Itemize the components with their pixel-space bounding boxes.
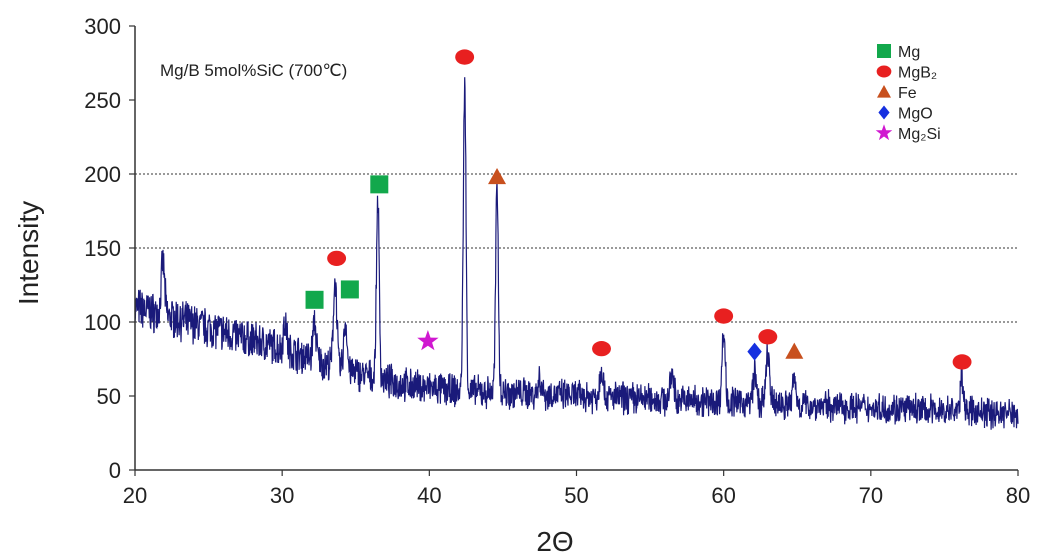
x-tick-label: 80	[1006, 483, 1030, 508]
legend-symbol-mg	[877, 44, 891, 58]
y-tick-label: 150	[84, 236, 121, 261]
y-axis-title: Intensity	[13, 201, 44, 305]
marker-mgb2	[758, 329, 778, 345]
legend: Mg MgB₂ Fe MgO Mg₂Si	[875, 44, 941, 143]
y-tick-label: 250	[84, 88, 121, 113]
y-tick-label: 100	[84, 310, 121, 335]
phase-markers	[305, 49, 972, 370]
x-axis-title: 2Θ	[536, 526, 573, 557]
x-tick-label: 60	[711, 483, 735, 508]
axes	[129, 25, 1019, 476]
y-tick-labels: 0 50 100 150 200 250 300	[84, 14, 121, 483]
marker-mgo	[747, 342, 762, 361]
legend-label-fe: Fe	[898, 85, 917, 102]
legend-symbol-mgo	[878, 105, 890, 120]
series-layer	[134, 77, 1019, 430]
x-tick-label: 20	[123, 483, 147, 508]
legend-label-mgo: MgO	[898, 106, 933, 123]
marker-mg	[370, 175, 389, 194]
legend-symbol-fe	[877, 85, 891, 98]
legend-label-mgb2: MgB₂	[898, 65, 937, 82]
legend-label-mg2si: Mg₂Si	[898, 126, 941, 143]
x-tick-labels: 20 30 40 50 60 70 80	[123, 483, 1030, 508]
x-tick-label: 30	[270, 483, 294, 508]
y-tick-label: 200	[84, 162, 121, 187]
marker-mg2si	[417, 330, 439, 351]
y-tick-label: 0	[109, 458, 121, 483]
x-tick-label: 40	[417, 483, 441, 508]
marker-mg	[340, 280, 359, 299]
marker-mgb2	[952, 354, 972, 370]
legend-symbol-mg2si	[875, 124, 893, 141]
sample-annotation: Mg/B 5mol%SiC (700℃)	[160, 61, 347, 80]
xrd-trace-line	[134, 77, 1019, 430]
legend-symbol-mgb2	[876, 65, 892, 78]
gridlines	[135, 173, 1018, 323]
y-tick-label: 300	[84, 14, 121, 39]
marker-mgb2	[592, 340, 611, 357]
y-tick-label: 50	[97, 384, 121, 409]
marker-fe	[785, 342, 804, 359]
x-tick-label: 70	[859, 483, 883, 508]
marker-mg	[305, 290, 324, 309]
x-tick-label: 50	[564, 483, 588, 508]
marker-mgb2	[327, 250, 347, 267]
marker-mgb2	[455, 49, 475, 65]
marker-mgb2	[714, 308, 734, 324]
marker-fe	[488, 167, 507, 185]
legend-label-mg: Mg	[898, 44, 920, 61]
